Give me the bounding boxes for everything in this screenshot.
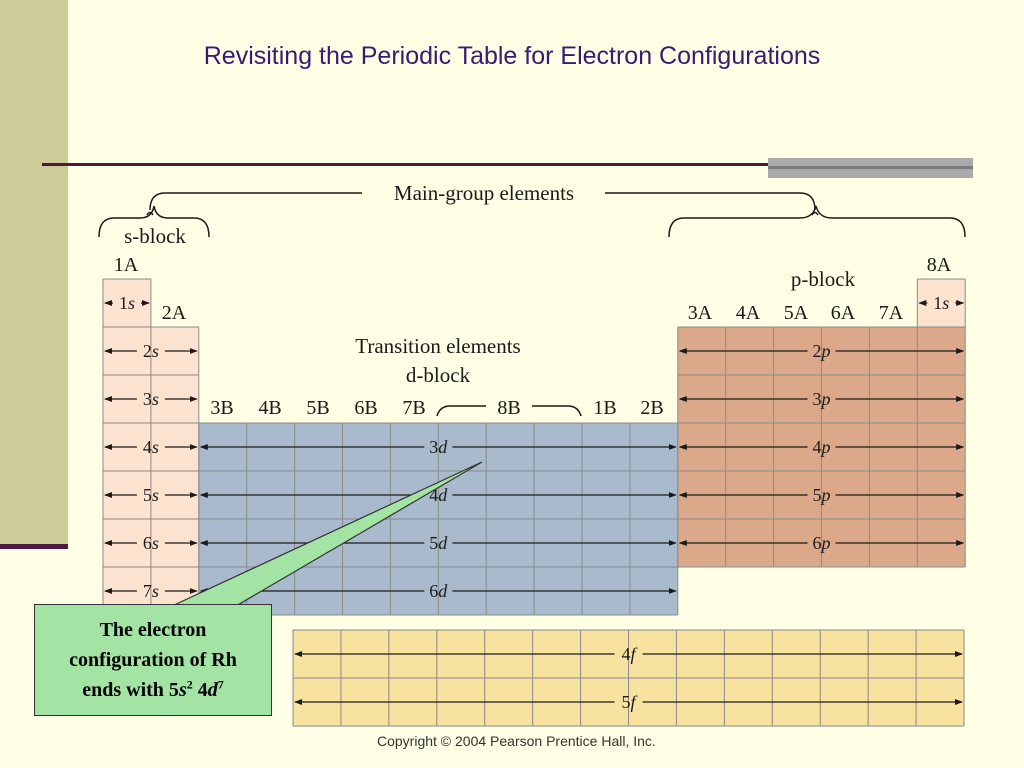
group-header-5a: 5A — [784, 302, 809, 324]
callout-d-exponent: 7 — [217, 677, 224, 692]
s-row-6-label: 6s — [143, 533, 159, 553]
title-divider — [42, 163, 772, 166]
group-header-5b: 5B — [306, 397, 329, 419]
callout-box: The electron configuration of Rh ends wi… — [34, 604, 272, 716]
d-row-1-label: 3d — [429, 437, 448, 457]
group-header-6b: 6B — [354, 397, 377, 419]
s-row-2-label: 2s — [143, 341, 159, 361]
group-header-3b: 3B — [210, 397, 233, 419]
callout-s-letter: s — [178, 679, 187, 701]
callout-line-2: configuration of Rh — [69, 649, 237, 671]
p-row-1-label: 2p — [813, 341, 831, 361]
d-block-label: d-block — [406, 363, 471, 387]
p-row-3-label: 4p — [813, 437, 831, 457]
group-header-7b: 7B — [402, 397, 425, 419]
f-row-2-label: 5f — [621, 692, 638, 712]
p-row-4-label: 5p — [813, 485, 831, 505]
s-row-1-label: 1s — [119, 293, 135, 313]
s-row-5-label: 5s — [143, 485, 159, 505]
callout-line-3-prefix: ends with 5 — [82, 679, 179, 701]
sidebar-rule — [0, 544, 68, 549]
group-header-4a: 4A — [736, 302, 761, 324]
8b-bracket — [436, 405, 582, 417]
accent-bar-line — [768, 166, 973, 169]
group-header-3a: 3A — [688, 302, 713, 324]
group-header-1a: 1A — [114, 254, 139, 276]
p-row-5-label: 6p — [813, 533, 831, 553]
main-group-label: Main-group elements — [394, 181, 574, 205]
group-header-8b: 8B — [497, 397, 520, 419]
s-row-3-label: 3s — [143, 389, 159, 409]
group-header-1b: 1B — [593, 397, 616, 419]
group-header-8a: 8A — [927, 254, 952, 276]
group-header-2a: 2A — [162, 302, 187, 324]
s-block-bracket — [98, 205, 210, 238]
f-row-1-label: 4f — [621, 644, 638, 664]
group-header-7a: 7A — [879, 302, 904, 324]
p-block-label: p-block — [791, 267, 856, 291]
callout-s-exponent: 2 — [186, 677, 193, 692]
p-row-2-label: 3p — [813, 389, 831, 409]
callout-text: The electron configuration of Rh ends wi… — [69, 615, 237, 705]
group-header-6a: 6A — [831, 302, 856, 324]
p-block-bracket — [668, 205, 966, 238]
group-header-4b: 4B — [258, 397, 281, 419]
copyright-notice: Copyright © 2004 Pearson Prentice Hall, … — [377, 733, 656, 749]
group-header-2b: 2B — [640, 397, 663, 419]
sidebar-decoration — [0, 0, 68, 548]
callout-line-1: The electron — [99, 619, 207, 641]
d-row-4-label: 6d — [429, 581, 448, 601]
s-row-7-label: 7s — [143, 581, 159, 601]
callout-d-prefix: 4 — [192, 679, 208, 701]
s-row-4-label: 4s — [143, 437, 159, 457]
callout-d-letter: d — [207, 679, 218, 701]
transition-elements-label: Transition elements — [355, 334, 520, 358]
he-row-label: 1s — [933, 293, 949, 313]
d-row-3-label: 5d — [429, 533, 448, 553]
s-block-label: s-block — [124, 224, 186, 248]
slide-title: Revisiting the Periodic Table for Electr… — [203, 42, 821, 70]
